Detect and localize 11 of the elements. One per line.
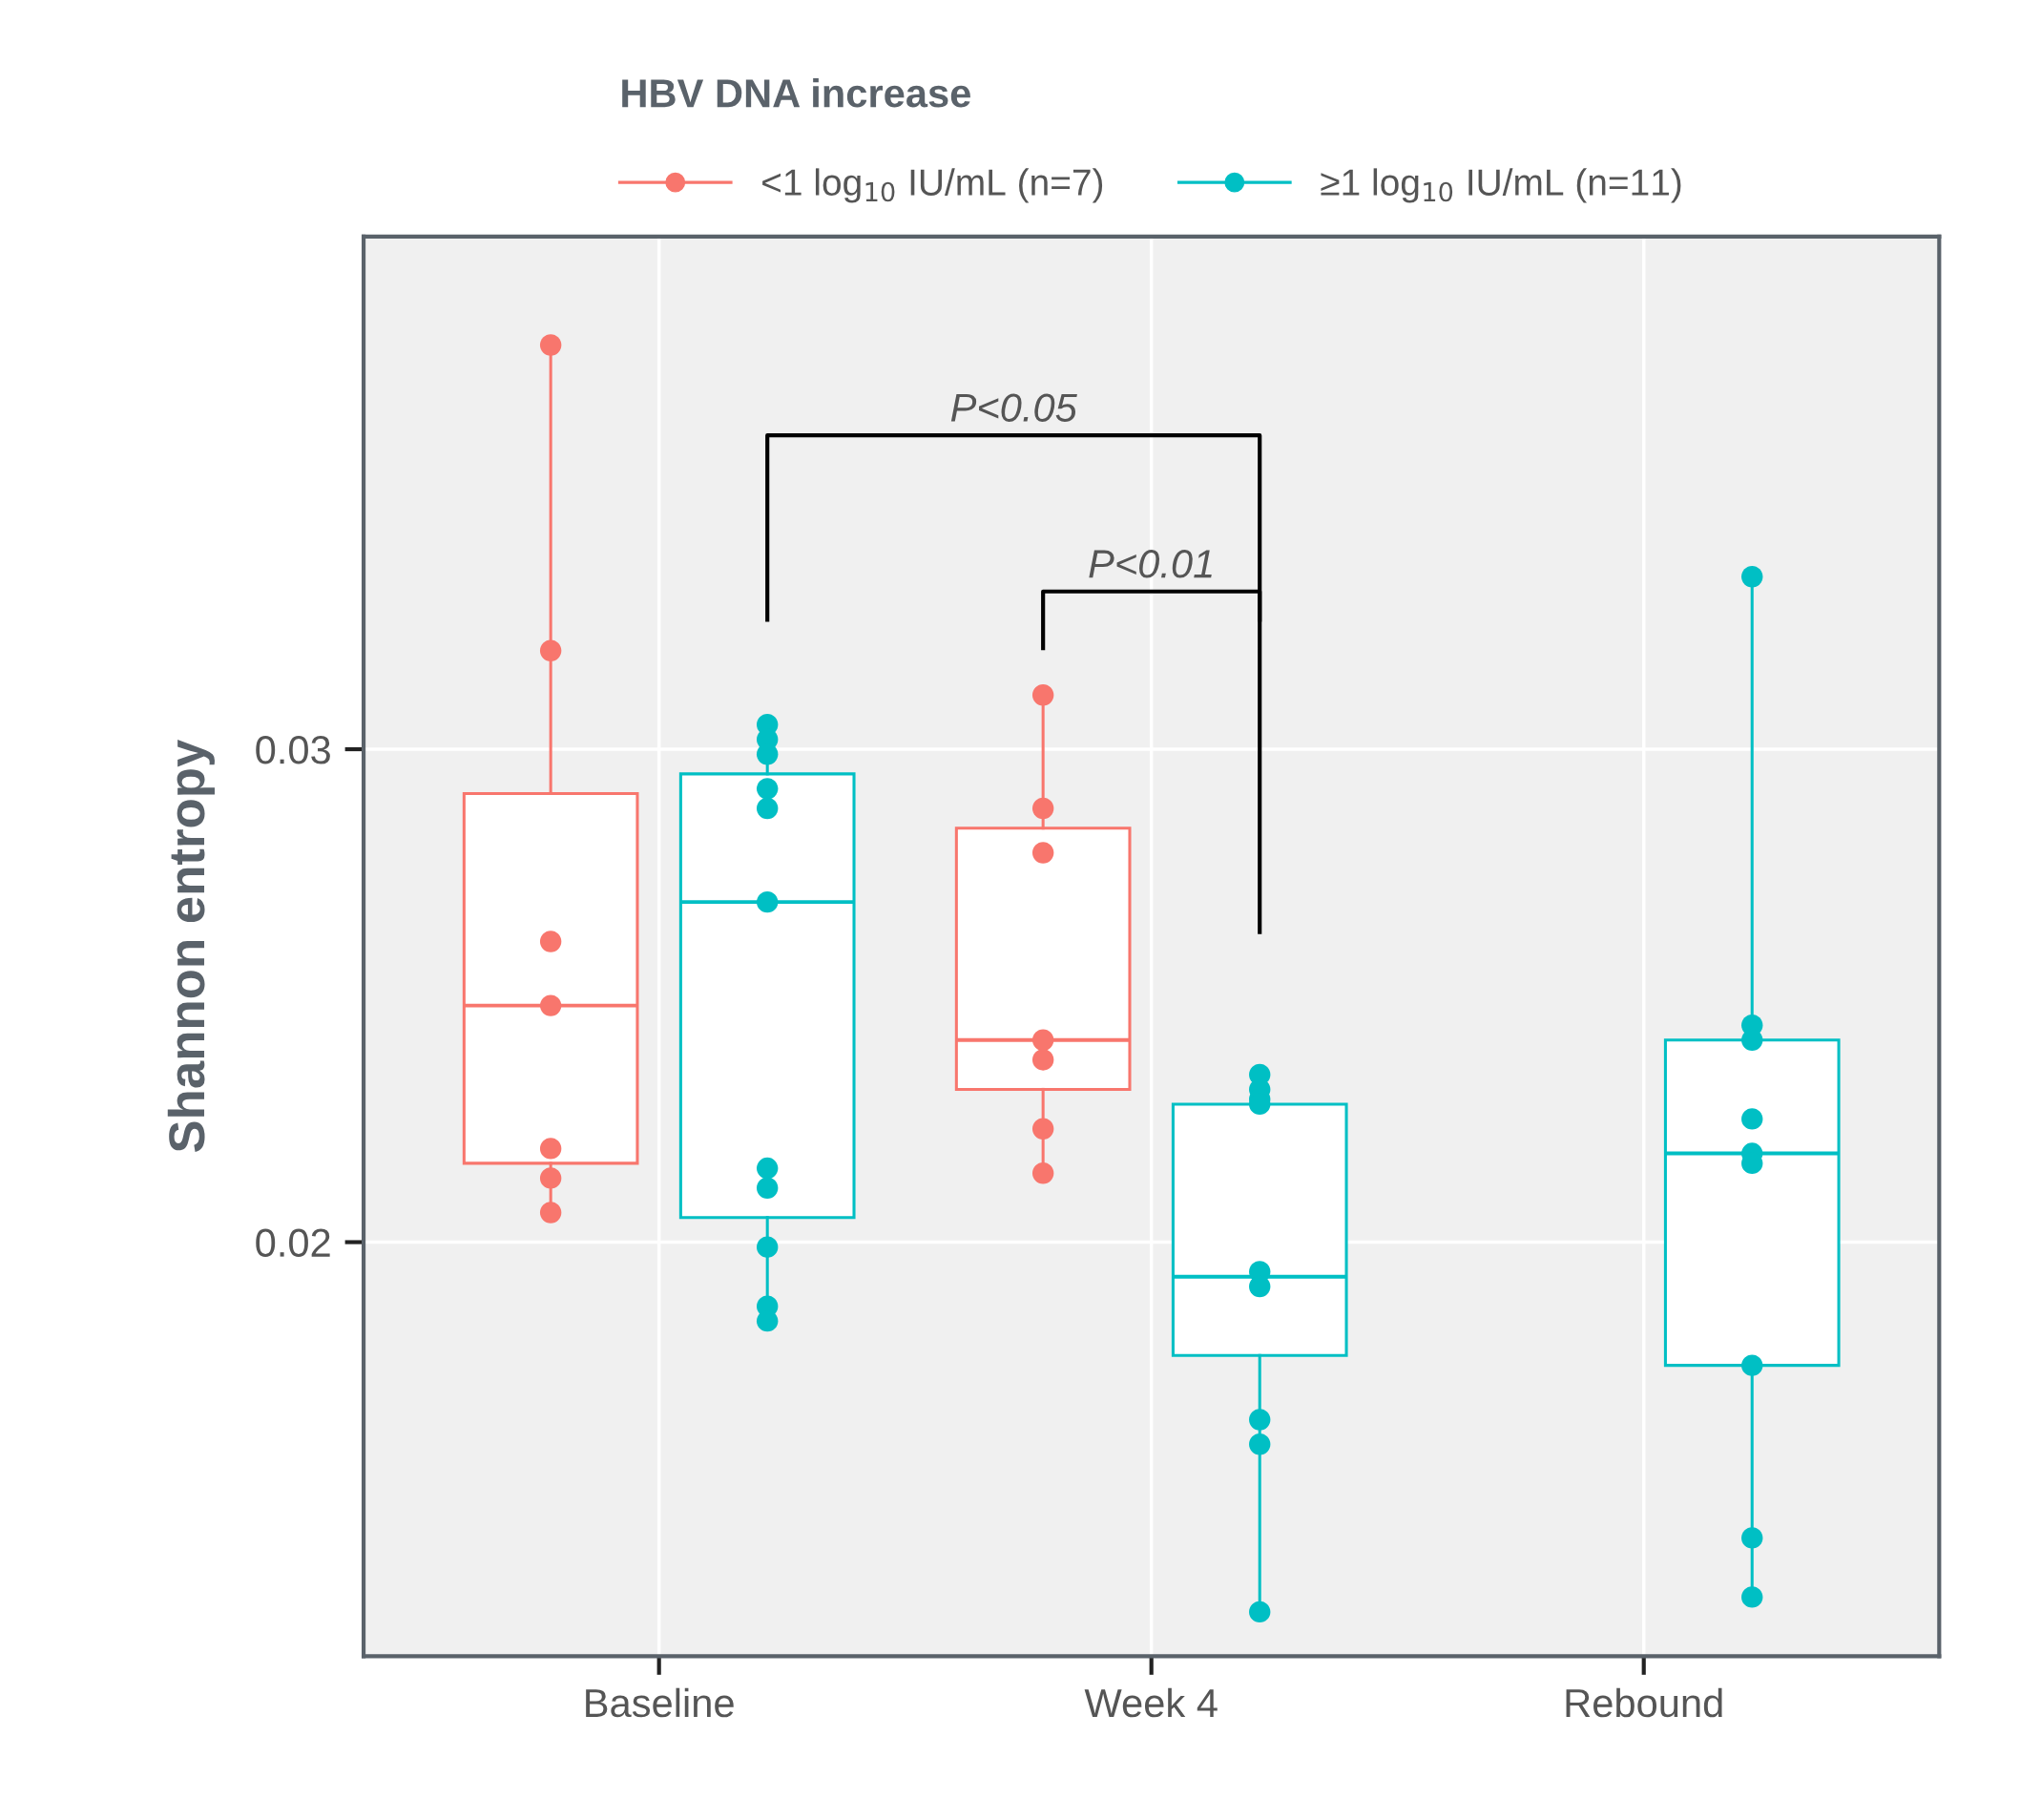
x-tick-label: Week 4 xyxy=(1084,1687,1218,1718)
y-tick-label: 0.03 xyxy=(256,736,330,764)
y-axis-title: Shannon entropy xyxy=(167,739,215,1153)
annotation: P<0.01 xyxy=(1089,550,1212,578)
x-tick-label: Rebound xyxy=(1566,1687,1722,1718)
legend-label: <1 log$_{10}$ IU/mL (n=7) xyxy=(762,168,1103,203)
legend-label: ≥1 log$_{10}$ IU/mL (n=11) xyxy=(1321,168,1681,203)
annotation: P<0.05 xyxy=(950,393,1077,422)
y-tick-label: 0.02 xyxy=(256,1228,330,1258)
legend-title: HBV DNA increase xyxy=(622,77,970,108)
x-tick-label: Baseline xyxy=(586,1687,734,1718)
